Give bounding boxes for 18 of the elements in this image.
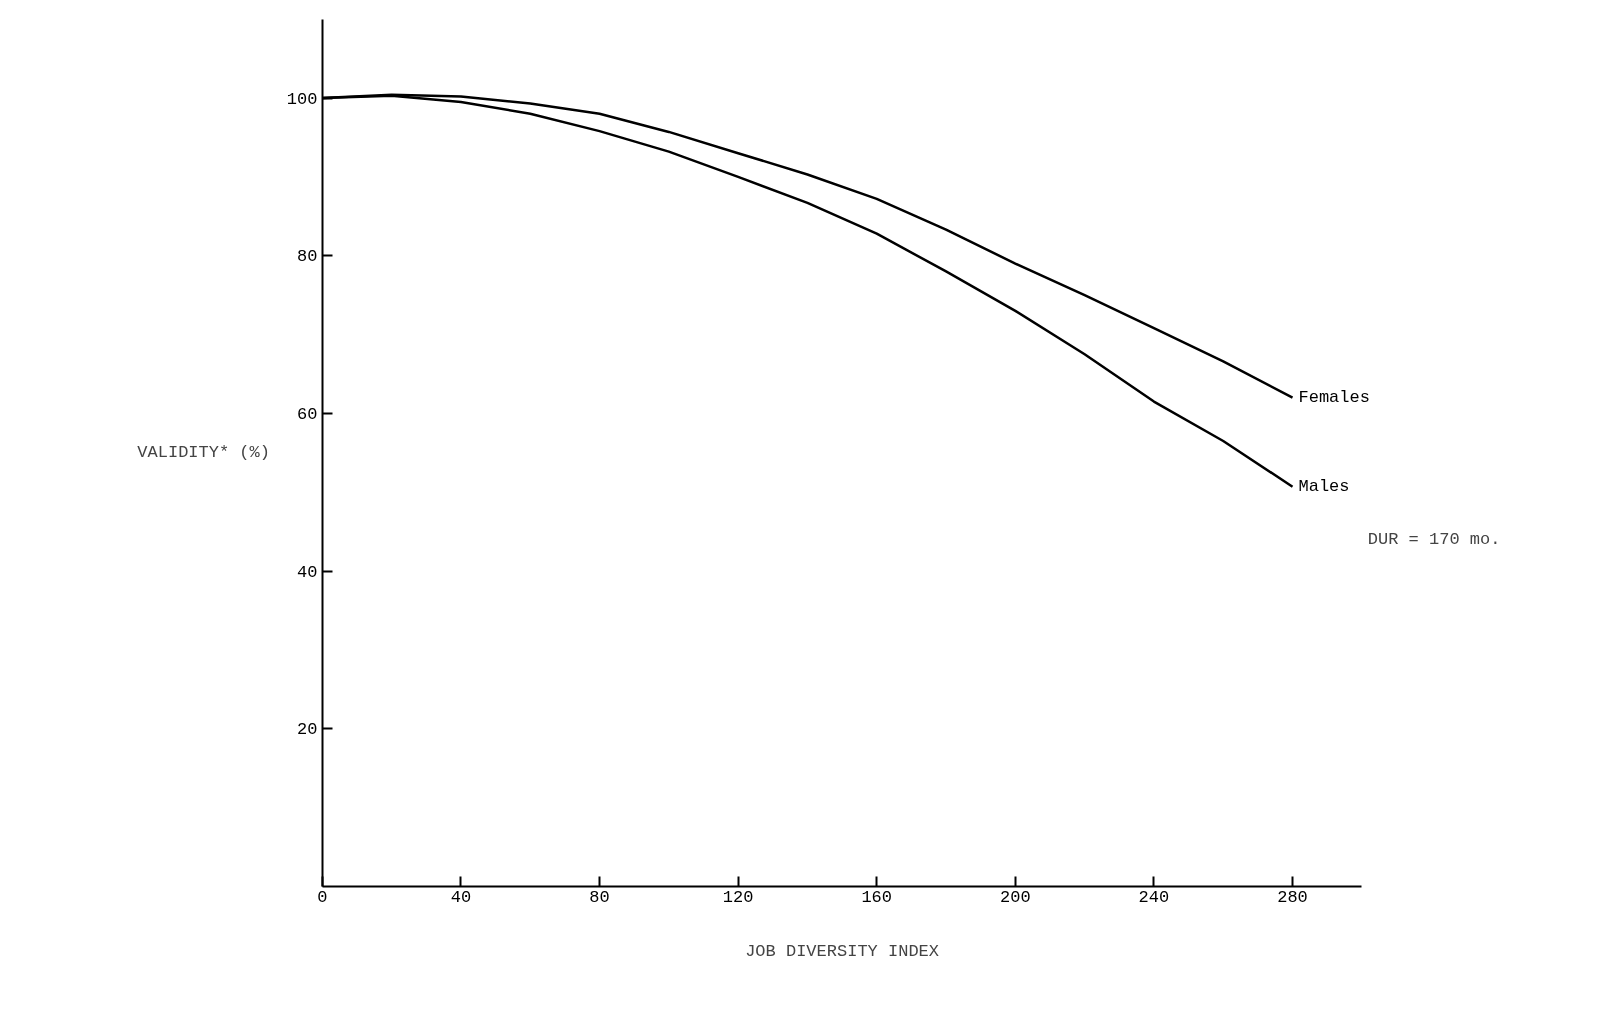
y-tick-label: 20 — [296, 720, 318, 740]
y-tick-label: 40 — [296, 562, 318, 582]
y-tick-label: 60 — [296, 404, 318, 424]
x-tick-label: 40 — [450, 888, 472, 908]
x-tick-label: 200 — [1000, 888, 1031, 908]
x-tick-label: 160 — [861, 888, 893, 908]
x-tick-label: 0 — [317, 888, 328, 908]
x-tick-label: 280 — [1277, 888, 1308, 908]
text: DUR = 170 mo. — [1367, 530, 1501, 550]
y-tick-label: 80 — [296, 247, 318, 267]
x-axis-title: JOB DIVERSITY INDEX — [745, 942, 940, 962]
x-tick-label: 120 — [722, 888, 754, 908]
x-tick-label: 80 — [589, 888, 610, 908]
series-label: Males — [1298, 477, 1350, 497]
y-axis-title: VALIDITY* (%) — [137, 443, 270, 463]
series-label: Females — [1298, 388, 1370, 408]
x-tick-label: 240 — [1138, 888, 1170, 908]
y-tick-label: 100 — [286, 89, 318, 109]
